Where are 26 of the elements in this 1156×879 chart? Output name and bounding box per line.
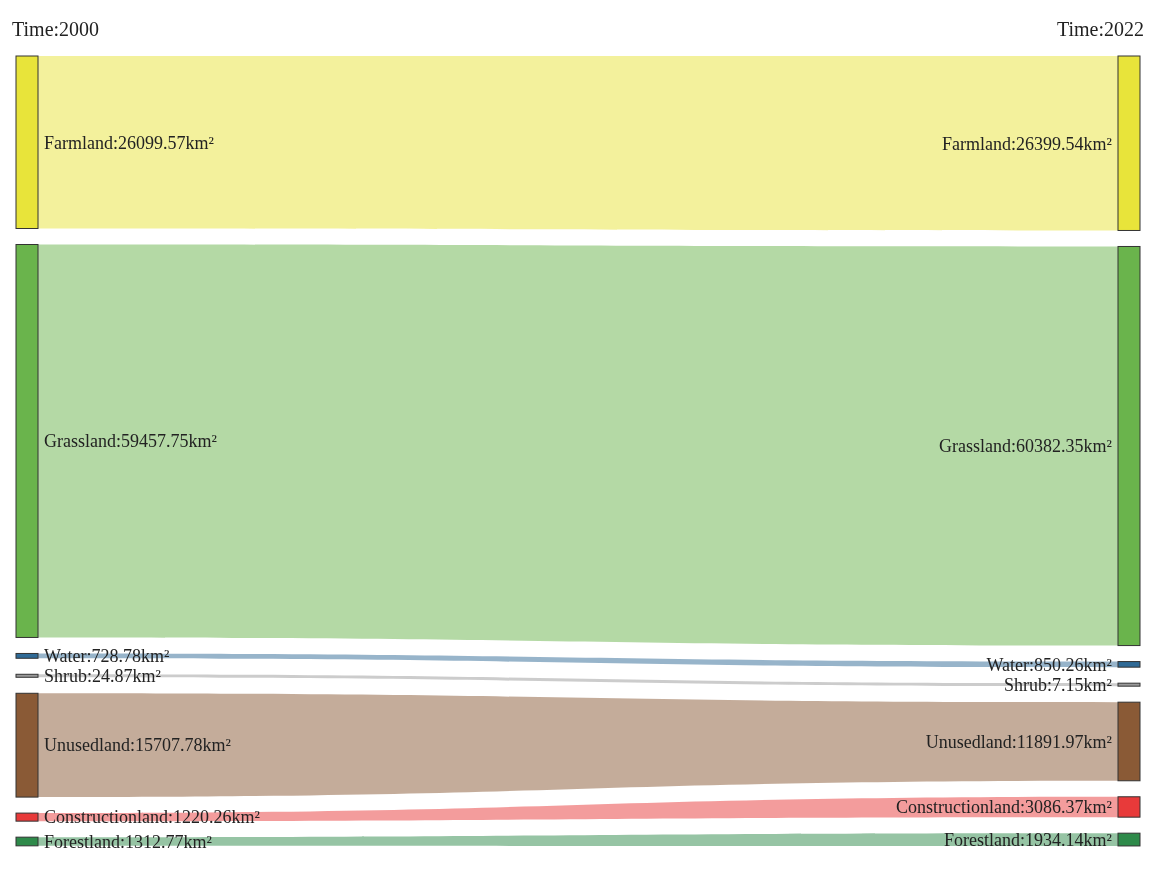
data-label: :7.15km² (1047, 674, 1112, 695)
data-label: :59457.75km² (115, 431, 217, 452)
category-label: Farmland (942, 133, 1012, 154)
category-label: Grassland (939, 436, 1012, 457)
data-label: :24.87km² (87, 666, 161, 687)
text: Time:2022 (1056, 18, 1144, 40)
data-label: :26399.54km² (1011, 133, 1112, 154)
category-label: Constructionland (896, 797, 1021, 818)
data-label: :60382.35km² (1011, 436, 1112, 457)
data-label: :728.78km² (86, 646, 170, 667)
category-label: Farmland (44, 132, 113, 153)
series-label: Time:2000 (12, 18, 100, 40)
category-label: Unusedland (925, 731, 1012, 752)
data-label: :1220.26km² (168, 807, 260, 828)
data-label: :3086.37km² (1020, 797, 1112, 818)
data-label: :1934.14km² (1020, 829, 1112, 850)
category-label: Grassland (44, 431, 116, 452)
data-label: :26099.57km² (113, 132, 214, 153)
category-label: Forestland (944, 829, 1021, 850)
category-label: Water (44, 646, 87, 667)
data-label: :15707.78km² (129, 735, 231, 756)
category-label: Shrub (44, 666, 88, 687)
category-label: Unusedland (44, 735, 130, 756)
category-label: Shrub (1004, 674, 1048, 695)
data-label: :11891.97km² (1011, 731, 1112, 752)
category-label: Constructionland (44, 807, 168, 828)
